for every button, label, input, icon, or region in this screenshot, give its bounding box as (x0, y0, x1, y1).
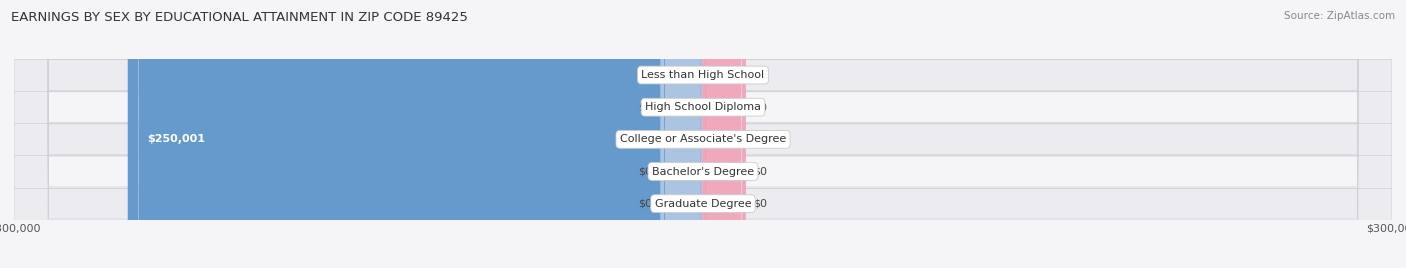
Text: $2,499: $2,499 (718, 134, 756, 144)
Text: $0: $0 (754, 199, 768, 209)
Text: $0: $0 (754, 166, 768, 177)
Text: Graduate Degree: Graduate Degree (655, 199, 751, 209)
FancyBboxPatch shape (661, 0, 704, 268)
Text: Less than High School: Less than High School (641, 70, 765, 80)
Text: $0: $0 (638, 102, 652, 112)
FancyBboxPatch shape (700, 0, 711, 268)
Text: $0: $0 (638, 199, 652, 209)
FancyBboxPatch shape (128, 0, 704, 268)
Text: High School Diploma: High School Diploma (645, 102, 761, 112)
FancyBboxPatch shape (14, 0, 1392, 268)
FancyBboxPatch shape (14, 0, 1392, 268)
FancyBboxPatch shape (661, 0, 704, 268)
Text: $0: $0 (638, 166, 652, 177)
Text: $0: $0 (754, 102, 768, 112)
FancyBboxPatch shape (14, 0, 1392, 268)
FancyBboxPatch shape (661, 0, 704, 268)
FancyBboxPatch shape (702, 0, 745, 268)
Text: College or Associate's Degree: College or Associate's Degree (620, 134, 786, 144)
FancyBboxPatch shape (702, 0, 745, 268)
FancyBboxPatch shape (702, 0, 745, 268)
Text: $250,001: $250,001 (148, 134, 205, 144)
FancyBboxPatch shape (702, 0, 745, 268)
Text: EARNINGS BY SEX BY EDUCATIONAL ATTAINMENT IN ZIP CODE 89425: EARNINGS BY SEX BY EDUCATIONAL ATTAINMEN… (11, 11, 468, 24)
Text: $0: $0 (754, 70, 768, 80)
Text: Source: ZipAtlas.com: Source: ZipAtlas.com (1284, 11, 1395, 21)
FancyBboxPatch shape (14, 0, 1392, 268)
FancyBboxPatch shape (661, 0, 704, 268)
Text: $0: $0 (638, 70, 652, 80)
Text: Bachelor's Degree: Bachelor's Degree (652, 166, 754, 177)
FancyBboxPatch shape (14, 0, 1392, 268)
